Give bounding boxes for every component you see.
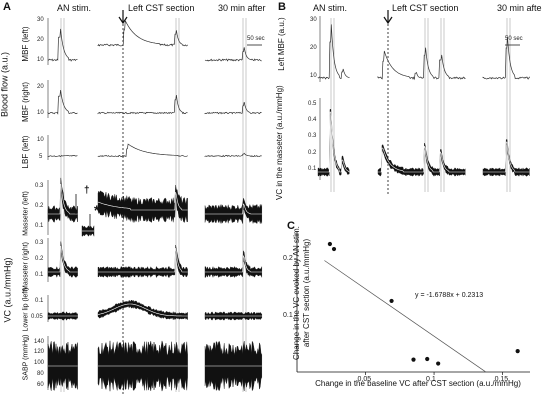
a-tick-sabp-80: 80 xyxy=(37,371,44,377)
panel-b-label: B xyxy=(278,1,286,13)
c-data-point-3 xyxy=(411,357,416,362)
a-trace-mbf-left-1 xyxy=(97,19,188,47)
a-tick-lbf-5: 5 xyxy=(39,154,43,160)
b-cst-arrow xyxy=(383,10,393,25)
b-header-30min: 30 min after xyxy=(497,3,542,13)
b-tick-vc-03: 0.3 xyxy=(308,133,317,139)
a-tick-sabp-60: 60 xyxy=(37,382,44,388)
b-trace-mbf-0 xyxy=(317,24,350,80)
b-tick-mbf-10: 10 xyxy=(310,73,317,79)
b-trace-mbf-2 xyxy=(482,36,531,80)
a-trace-masseter-right-2-mean xyxy=(205,254,262,273)
a-tick-masseter-right-03: 0.3 xyxy=(35,240,44,246)
a-tick-lower-lip-01: 0.1 xyxy=(35,298,44,304)
b-trace-vc-2 xyxy=(482,139,530,177)
a-trace-lbf-1 xyxy=(97,143,188,158)
a-trace-mbf-right-2 xyxy=(204,102,262,115)
b-tick-vc-04: 0.4 xyxy=(308,117,317,123)
b-trace-vc-2-mean xyxy=(483,141,530,173)
a-trace-mbf-left-0 xyxy=(47,28,78,62)
c-data-point-5 xyxy=(436,361,441,366)
c-y-tick-02: 0.2 xyxy=(283,255,293,263)
a-tick-masseter-right-01: 0.1 xyxy=(35,272,44,278)
b-trace-vc-1 xyxy=(377,142,466,177)
a-trace-masseter-right-1-mean xyxy=(98,247,188,273)
b-scale-bar-label: 50 sec xyxy=(505,36,523,42)
a-tick-sabp-140: 140 xyxy=(34,339,45,345)
panel-a-label: A xyxy=(3,1,11,13)
b-tick-vc-05: 0.5 xyxy=(308,101,317,107)
a-trace-lbf-0 xyxy=(47,155,78,158)
a-trace-masseter-left-1 xyxy=(97,185,188,223)
a-scale-bar-label: 50 sec xyxy=(247,36,265,42)
c-regression-equation: y = -1.6788x + 0.2313 xyxy=(415,292,484,299)
b-header-cst-section: Left CST section xyxy=(392,3,459,13)
a-trace-mbf-right-0 xyxy=(47,90,78,115)
a-header-cst-section: Left CST section xyxy=(128,3,195,13)
c-x-tick-005: 0.05 xyxy=(357,376,372,383)
a-header-30min: 30 min after xyxy=(218,3,266,13)
c-data-point-4 xyxy=(425,356,430,362)
a-tick-sabp-120: 120 xyxy=(34,349,45,355)
a-trace-mbf-left-2 xyxy=(204,47,262,62)
c-x-tick-015: 0.15 xyxy=(494,376,509,383)
a-tick-lbf-10: 10 xyxy=(37,137,44,143)
c-data-point-0 xyxy=(327,241,332,247)
c-y-tick-01: 0.1 xyxy=(283,311,293,319)
a-trace-mbf-right-1 xyxy=(97,94,188,115)
a-tick-sabp-100: 100 xyxy=(34,360,45,366)
b-trace-vc-0-mean xyxy=(318,111,350,173)
a-tick-mbf-left-20: 20 xyxy=(37,37,44,43)
a-tick-masseter-left-03: 0.3 xyxy=(35,183,44,189)
a-trace-masseter-right-2 xyxy=(204,250,262,279)
c-data-point-2 xyxy=(389,298,394,304)
b-header-an-stim: AN stim. xyxy=(313,3,348,13)
b-tick-mbf-30: 30 xyxy=(310,17,317,23)
a-tick-mbf-left-30: 30 xyxy=(37,17,44,23)
a-trace-masseter-right-1 xyxy=(97,244,188,279)
a-trace-masseter-left-2 xyxy=(204,197,262,225)
b-tick-mbf-20: 20 xyxy=(310,45,317,51)
a-header-an-stim: AN stim. xyxy=(57,3,92,13)
a-tick-mbf-left-10: 10 xyxy=(37,57,44,63)
c-x-tick-01: 0.1 xyxy=(426,376,436,383)
a-tick-lower-lip-005: 0.05 xyxy=(31,314,43,320)
c-trendline xyxy=(324,260,487,373)
panel-c-label: C xyxy=(287,220,295,232)
b-trace-vc-1-mean xyxy=(378,145,466,173)
a-trace-masseter-left-2-mean xyxy=(205,203,262,215)
significance-dagger: † xyxy=(84,185,90,196)
a-tick-mbf-right-10: 10 xyxy=(37,110,44,116)
c-x-axis-label: Change in the baseline VC after CST sect… xyxy=(315,379,521,388)
a-cst-arrow xyxy=(118,10,128,25)
a-trace-masseter-left-0-mean xyxy=(48,183,78,215)
a-trace-lower-lip-1-mean xyxy=(97,303,188,317)
b-trace-mbf-1 xyxy=(377,47,466,81)
a-tick-masseter-left-01: 0.1 xyxy=(35,223,44,229)
c-data-point-1 xyxy=(331,246,337,252)
b-tick-vc-02: 0.2 xyxy=(308,150,317,156)
b-tick-vc-01: 0.1 xyxy=(308,166,317,172)
a-tick-mbf-right-20: 20 xyxy=(37,84,44,90)
a-tick-masseter-left-02: 0.2 xyxy=(35,203,44,209)
c-data-point-6 xyxy=(515,349,520,354)
significance-star: * xyxy=(94,202,100,218)
a-tick-masseter-right-02: 0.2 xyxy=(35,256,44,262)
a-trace-masseter-right-0-mean xyxy=(48,245,78,273)
a-trace-lbf-2 xyxy=(204,152,262,158)
a-trace-masseter-left-1-mean xyxy=(97,191,188,211)
